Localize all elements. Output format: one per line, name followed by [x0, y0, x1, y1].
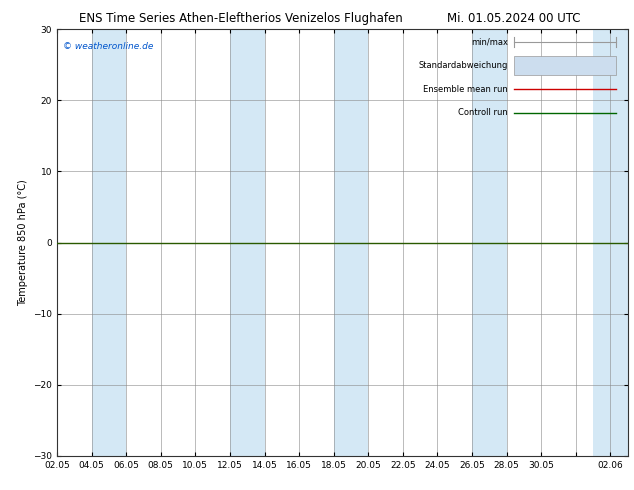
Y-axis label: Temperature 850 hPa (°C): Temperature 850 hPa (°C)	[18, 179, 28, 306]
Bar	[593, 29, 628, 456]
Text: Mi. 01.05.2024 00 UTC: Mi. 01.05.2024 00 UTC	[447, 12, 580, 25]
Text: Controll run: Controll run	[458, 108, 508, 117]
Bar	[92, 29, 126, 456]
Bar	[230, 29, 264, 456]
Text: © weatheronline.de: © weatheronline.de	[63, 42, 153, 51]
Bar	[333, 29, 368, 456]
Text: Standardabweichung: Standardabweichung	[418, 61, 508, 70]
Bar	[472, 29, 507, 456]
Text: ENS Time Series Athen-Eleftherios Venizelos Flughafen: ENS Time Series Athen-Eleftherios Venize…	[79, 12, 403, 25]
FancyBboxPatch shape	[514, 56, 616, 75]
Text: Ensemble mean run: Ensemble mean run	[423, 85, 508, 94]
Text: min/max: min/max	[471, 38, 508, 47]
